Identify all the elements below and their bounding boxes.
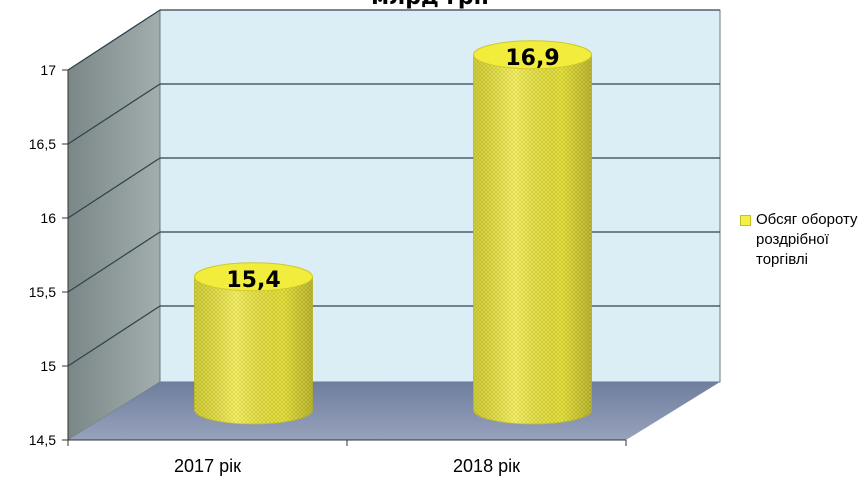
x-tick-label: 2018 рік [453,456,520,476]
data-label: 16,9 [505,46,559,71]
side-wall [67,9,161,441]
x-axis-labels: 2017 рік 2018 рік [174,456,520,476]
gridline-side [67,305,161,367]
bars: 15,4 16,9 [194,40,592,425]
bar-top [194,262,313,292]
data-label: 15,4 [226,268,280,293]
legend-swatch [740,215,751,226]
y-tick-label: 16 [40,210,56,226]
y-tick-label: 17 [40,62,56,78]
gridline-side [67,9,161,71]
y-tick-label: 15,5 [29,284,56,300]
y-tick-label: 14,5 [29,432,56,448]
bar-shading [473,54,592,425]
x-tick-label: 2017 рік [174,456,241,476]
bar: 16,9 [473,40,592,425]
floor [68,382,720,440]
y-tick-label: 15 [40,358,56,374]
axes [67,70,627,446]
bar: 15,4 [194,262,313,425]
legend-label: Обсяг обороту роздрібної торгівлі [756,211,858,268]
bar-top [473,40,592,70]
y-tick-label: 16,5 [29,136,56,152]
gridline-side [67,157,161,219]
bar-shading [194,276,313,424]
y-axis-ticks: 14,5 15 15,5 16 16,5 17 [29,62,68,448]
gridline-side [67,83,161,145]
chart-title: млрд грн [371,0,489,10]
gridlines [67,9,720,367]
gridline-side [67,231,161,293]
